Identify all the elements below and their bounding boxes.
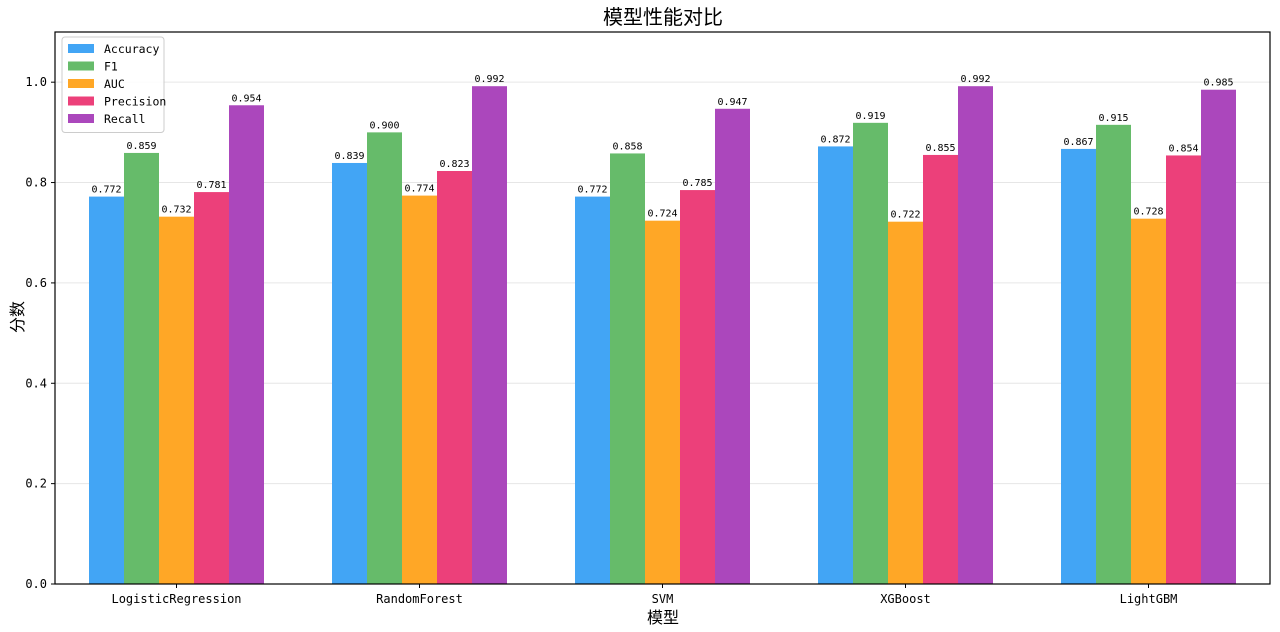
bar-accuracy-svm [575,196,610,584]
bar-auc-logisticregression [159,216,194,584]
y-axis-label: 分数 [8,301,27,333]
bar-f1-logisticregression [124,152,159,585]
bar-f1-lightgbm [1096,124,1131,584]
bar-value-label: 0.785 [682,178,712,189]
bar-value-label: 0.772 [577,185,607,196]
bar-value-label: 0.867 [1063,137,1093,148]
bar-precision-randomforest [437,171,472,584]
bar-value-label: 0.724 [647,209,677,220]
bar-accuracy-xgboost [818,146,853,584]
legend-swatch-recall [68,114,94,123]
legend-label-recall: Recall [104,112,146,126]
axes: 0.0 0.2 0.4 0.6 0.8 1.0 LogisticRegression Rand… [25,31,1271,606]
bar-accuracy-randomforest [332,162,367,584]
y-tick-label: 0.4 [25,376,47,390]
bar-value-label: 0.919 [855,111,885,122]
legend-swatch-precision [68,96,94,106]
bar-value-label: 0.855 [925,143,955,154]
y-tick-label: 0.8 [25,176,47,190]
bar-value-label: 0.900 [369,120,399,131]
bar-value-label: 0.732 [161,205,191,216]
plot-frame [54,31,1271,585]
bar-value-label: 0.915 [1098,113,1128,124]
bar-value-label: 0.728 [1133,207,1163,218]
bar-value-label: 0.858 [612,141,642,152]
bar-precision-xgboost [923,154,958,585]
bar-recall-xgboost [958,86,993,585]
bar-value-label: 0.781 [196,180,226,191]
x-tick-label: LogisticRegression [111,592,241,606]
bar-f1-randomforest [367,132,402,584]
bar-f1-xgboost [853,122,888,584]
bar-recall-lightgbm [1201,89,1236,584]
x-axis-label: 模型 [647,608,679,627]
bar-value-label: 0.854 [1168,143,1198,154]
y-tick-label: 0.6 [25,276,47,290]
bar-value-label: 0.954 [231,93,261,104]
bar-value-label: 0.823 [439,159,469,170]
bar-precision-svm [680,190,715,584]
bar-value-label: 0.992 [474,74,504,85]
bar-labels: 0.772 0.859 0.732 0.781 0.954 0.839 0.900 0.774… [91,74,1233,220]
bar-accuracy-lightgbm [1061,148,1096,584]
y-tick-label: 0.2 [25,477,47,491]
bar-value-label: 0.774 [404,184,434,195]
bar-recall-svm [715,108,750,584]
bar-auc-xgboost [888,221,923,585]
bar-value-label: 0.992 [960,74,990,85]
bar-precision-lightgbm [1166,155,1201,584]
legend-box [61,36,165,133]
chart-title: 模型性能对比 [603,5,723,29]
x-tick-label: XGBoost [880,592,931,606]
legend-swatch-accuracy [68,44,94,53]
x-tick-label: RandomForest [376,592,463,606]
legend-swatch-auc [68,79,94,88]
legend-label-f1: F1 [104,60,118,74]
bar-value-label: 0.772 [91,185,121,196]
bar-value-label: 0.839 [334,151,364,162]
bar-auc-randomforest [402,195,437,585]
legend-label-auc: AUC [104,77,125,91]
bar-value-label: 0.985 [1203,78,1233,89]
bar-f1-svm [610,153,645,584]
legend: Accuracy F1 AUC Precision Recall [61,36,166,133]
legend-swatch-f1 [68,61,94,71]
bar-value-label: 0.872 [820,134,850,145]
bar-auc-lightgbm [1131,218,1166,584]
bar-value-label: 0.859 [126,141,156,152]
y-tick-label: 1.0 [25,75,47,89]
bar-value-label: 0.722 [890,210,920,221]
y-tick-label: 0.0 [25,577,47,591]
x-tick-label: LightGBM [1120,592,1178,606]
bar-recall-randomforest [472,86,507,585]
bar-accuracy-logisticregression [89,196,124,584]
bar-auc-svm [645,220,680,584]
bar-precision-logisticregression [194,192,229,584]
bars [89,86,1236,585]
bar-value-label: 0.947 [717,97,747,108]
legend-label-accuracy: Accuracy [104,42,159,56]
legend-label-precision: Precision [104,95,166,109]
bar-recall-logisticregression [229,105,264,585]
x-tick-label: SVM [652,592,674,606]
